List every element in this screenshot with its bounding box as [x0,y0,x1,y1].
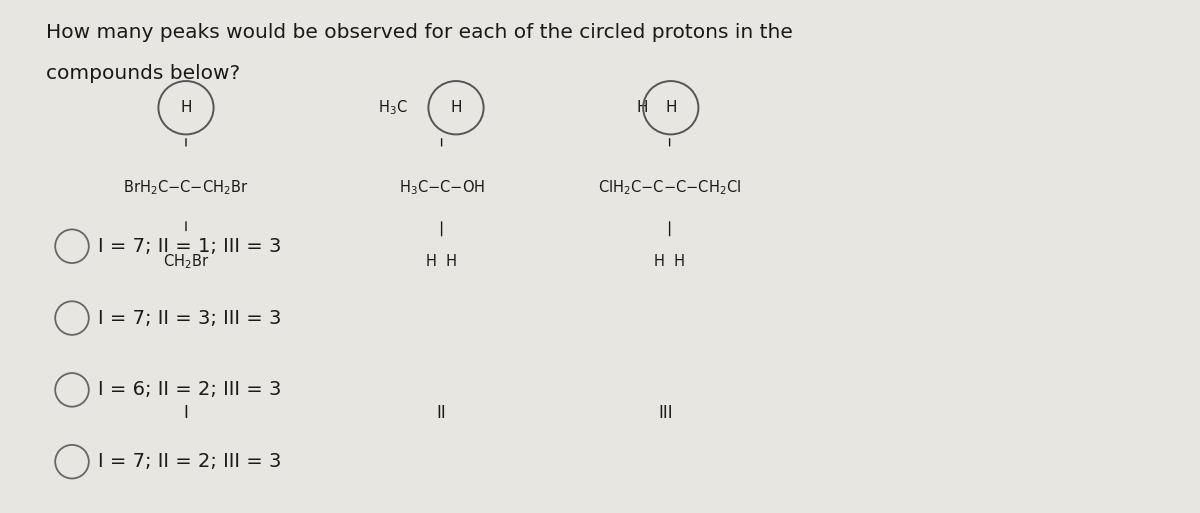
Text: II: II [437,404,446,422]
Text: I = 7; II = 3; III = 3: I = 7; II = 3; III = 3 [98,308,282,328]
Text: H$_3$C: H$_3$C [378,98,408,117]
Text: CH$_2$Br: CH$_2$Br [163,252,209,271]
Text: I = 6; II = 2; III = 3: I = 6; II = 2; III = 3 [98,380,282,400]
Text: H: H [636,100,648,115]
Text: compounds below?: compounds below? [46,64,240,83]
Text: H: H [450,100,462,115]
Text: H  H: H H [426,254,457,269]
Text: ClH$_2$C$-$C$-$C$-$CH$_2$Cl: ClH$_2$C$-$C$-$C$-$CH$_2$Cl [598,178,742,196]
Text: H: H [180,100,192,115]
Text: I = 7; II = 1; III = 3: I = 7; II = 1; III = 3 [98,236,282,256]
Text: How many peaks would be observed for each of the circled protons in the: How many peaks would be observed for eac… [46,23,792,42]
Text: I = 7; II = 2; III = 3: I = 7; II = 2; III = 3 [98,452,282,471]
Text: H  H: H H [654,254,685,269]
Text: H$_3$C$-$C$-$OH: H$_3$C$-$C$-$OH [398,178,485,196]
Text: BrH$_2$C$-$C$-$CH$_2$Br: BrH$_2$C$-$C$-$CH$_2$Br [124,178,248,196]
Text: I: I [184,404,188,422]
Text: III: III [659,404,673,422]
Text: H: H [665,100,677,115]
